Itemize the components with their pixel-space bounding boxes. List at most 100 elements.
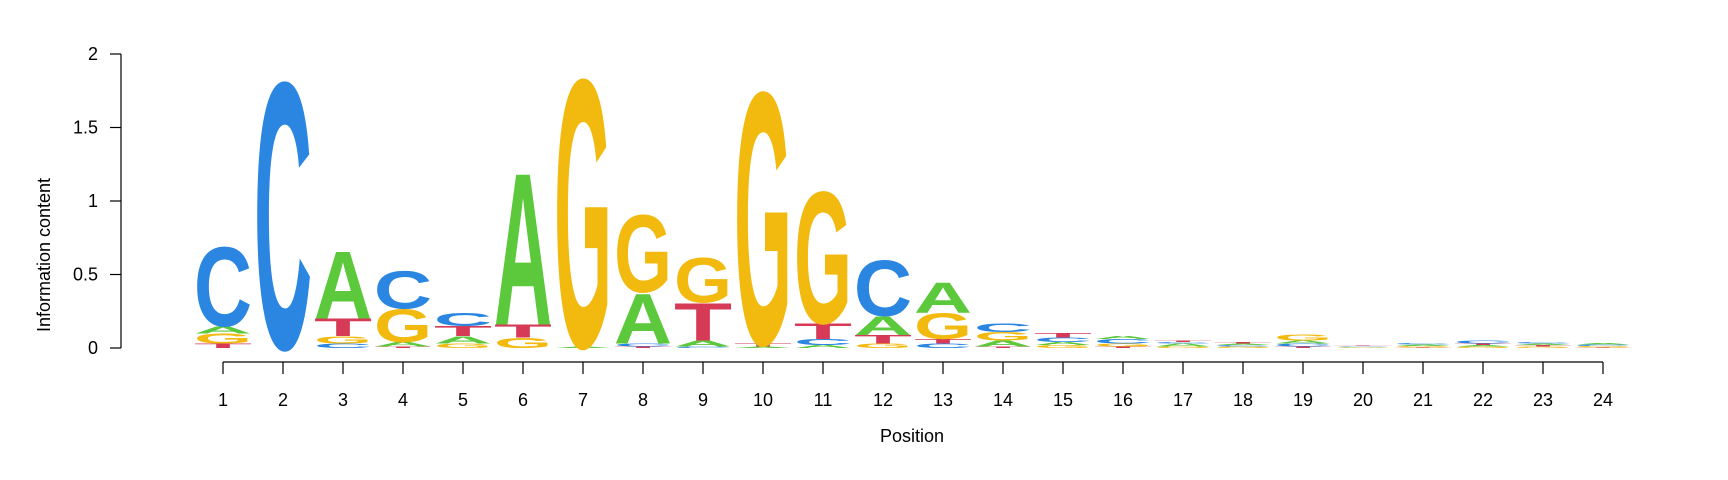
logo-letter-A: A — [194, 324, 252, 335]
x-tick-label: 1 — [218, 390, 228, 410]
x-tick-label: 6 — [518, 390, 528, 410]
logo-letter-T: T — [494, 321, 552, 342]
x-tick-label: 7 — [578, 390, 588, 410]
logo-letter-A: A — [554, 346, 612, 348]
x-tick-label: 24 — [1593, 390, 1613, 410]
logo-letter-G: G — [1274, 333, 1332, 342]
logo-letter-C: C — [914, 343, 972, 350]
x-tick-label: 21 — [1413, 390, 1433, 410]
logo-letter-A: A — [1514, 343, 1572, 345]
logo-letter-T: T — [1034, 332, 1092, 339]
logo-letter-A: A — [914, 274, 972, 322]
x-tick-label: 18 — [1233, 390, 1253, 410]
logo-letter-T: T — [1574, 347, 1632, 348]
x-tick-label: 13 — [933, 390, 953, 410]
logo-letter-T: T — [374, 346, 432, 348]
logo-letter-T: T — [1274, 346, 1332, 348]
logo-letter-A: A — [314, 232, 372, 339]
logo-letter-C: C — [1394, 342, 1452, 344]
logo-letter-T: T — [914, 338, 972, 345]
logo-letter-T: T — [1334, 345, 1392, 346]
x-axis: 1 2 3 4 5 6 7 8 9 10 11 12 13 14 15 16 17 18 19 20 21 22 23 24 — [218, 361, 1613, 410]
logo-letter-A: A — [614, 280, 672, 360]
logo-stack-10: ATG — [734, 18, 792, 421]
logo-letter-A: A — [974, 339, 1032, 348]
logo-letter-G: G — [1034, 344, 1092, 349]
x-tick-label: 16 — [1113, 390, 1133, 410]
logo-letter-C: C — [194, 223, 252, 350]
logo-letter-C: C — [1154, 342, 1212, 344]
x-tick-label: 3 — [338, 390, 348, 410]
x-tick-label: 17 — [1173, 390, 1193, 410]
logo-letter-A: A — [1274, 340, 1332, 345]
logo-letter-C: C — [674, 346, 732, 348]
logo-letter-T: T — [854, 333, 912, 347]
x-tick-label: 20 — [1353, 390, 1373, 410]
logo-letter-G: G — [1394, 345, 1452, 347]
logo-letter-A: A — [374, 341, 432, 348]
x-tick-label: 10 — [753, 390, 773, 410]
logo-letter-A: A — [1394, 344, 1452, 346]
logo-letter-T: T — [1214, 342, 1272, 344]
logo-letter-C: C — [1574, 344, 1632, 346]
x-tick-label: 22 — [1473, 390, 1493, 410]
logo-letter-T: T — [314, 314, 372, 342]
logo-letter-A: A — [1094, 336, 1152, 341]
logo-letter-T: T — [974, 346, 1032, 348]
x-tick-label: 2 — [278, 390, 288, 410]
logo-letter-T: T — [674, 293, 732, 353]
y-tick-label: 0.5 — [73, 265, 98, 285]
x-tick-label: 5 — [458, 390, 468, 410]
logo-letter-G: G — [1214, 346, 1272, 348]
logo-letter-A: A — [1574, 342, 1632, 344]
y-tick-label: 2 — [88, 44, 98, 64]
logo-letter-C: C — [434, 310, 492, 331]
logo-letter-C: C — [974, 321, 1032, 335]
logo-letter-A: A — [1454, 345, 1512, 347]
logo-letter-A: A — [1334, 347, 1392, 348]
logo-letter-T: T — [434, 323, 492, 339]
x-tick-label: 15 — [1053, 390, 1073, 410]
logo-letter-G: G — [1094, 343, 1152, 348]
logo-letter-G: G — [494, 335, 552, 351]
logo-letter-A: A — [434, 334, 492, 345]
logo-letter-A: A — [1034, 341, 1092, 346]
x-axis-title: Position — [880, 426, 944, 446]
logo-letter-A: A — [494, 127, 552, 371]
logo-letter-T: T — [1154, 340, 1212, 342]
y-axis: 0 0.5 1 1.5 2 — [73, 44, 122, 358]
logo-stack-2: C — [254, 3, 312, 429]
logo-letter-G: G — [614, 193, 672, 316]
logo-letter-A: A — [734, 346, 792, 348]
logo-letter-C: C — [1514, 342, 1572, 344]
logo-letter-A: A — [674, 339, 732, 348]
logo-letter-C: C — [1034, 337, 1092, 344]
logo-letter-G: G — [1514, 346, 1572, 348]
logo-letter-C: C — [614, 343, 672, 348]
logo-letter-T: T — [614, 346, 672, 348]
y-tick-label: 0 — [88, 338, 98, 358]
x-tick-label: 4 — [398, 390, 408, 410]
x-tick-label: 23 — [1533, 390, 1553, 410]
logo-letter-C: C — [374, 261, 432, 320]
logo-letter-C: C — [1214, 345, 1272, 347]
logo-stack-6: GTA — [494, 127, 552, 371]
